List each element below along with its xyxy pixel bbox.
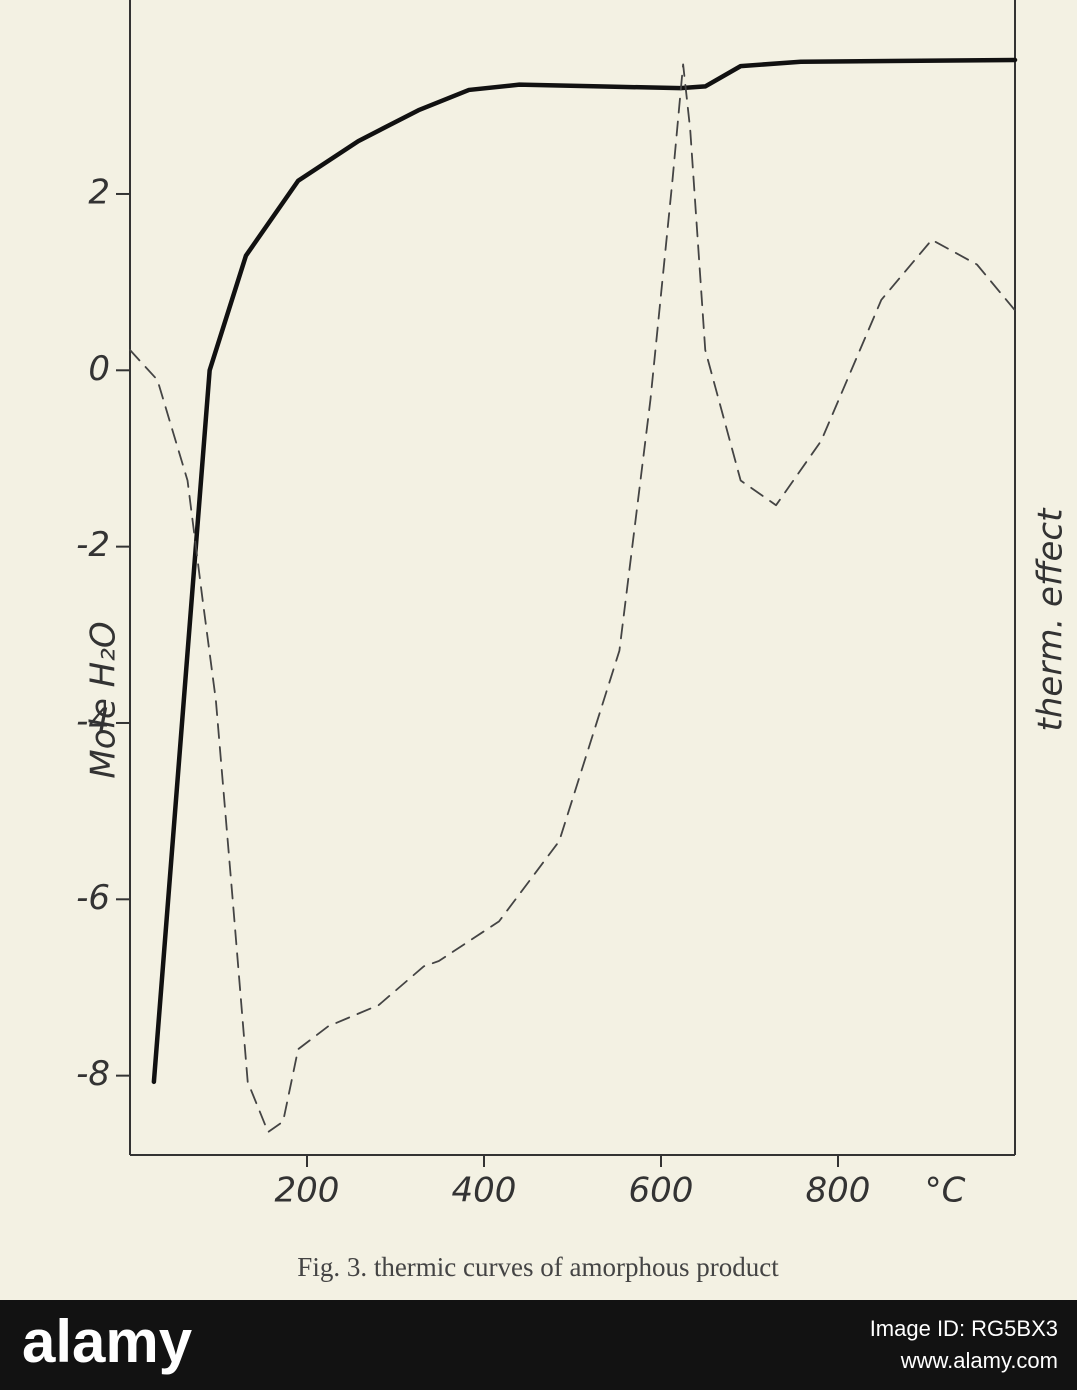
y-tick-label: -4 [76, 701, 110, 741]
data-line [151, 57, 1018, 1085]
y-axis-label: Mole H₂O [84, 621, 124, 778]
x-axis-label: °C [925, 1171, 966, 1211]
x-tick-label: 800 [806, 1171, 871, 1211]
caption: Fig. 3. thermic curves of amorphous prod… [297, 1252, 779, 1282]
background [0, 0, 1077, 1300]
data-line [129, 63, 1016, 1133]
x-tick-label: 400 [452, 1171, 517, 1211]
x-tick-label: 200 [275, 1171, 340, 1211]
y-tick-label: -2 [76, 525, 110, 565]
y2-axis-label: therm. effect [1031, 507, 1071, 732]
y-tick-label: 2 [88, 172, 110, 212]
y-tick-label: 0 [88, 349, 110, 389]
y-tick-label: -6 [76, 878, 110, 918]
y-tick-label: -8 [76, 1054, 110, 1094]
watermark-id: Image ID: RG5BX3 [870, 1316, 1058, 1341]
watermark-bar [0, 1300, 1077, 1390]
x-tick-label: 600 [629, 1171, 694, 1211]
watermark-url: www.alamy.com [900, 1348, 1058, 1373]
watermark-logo: alamy [22, 1308, 193, 1375]
